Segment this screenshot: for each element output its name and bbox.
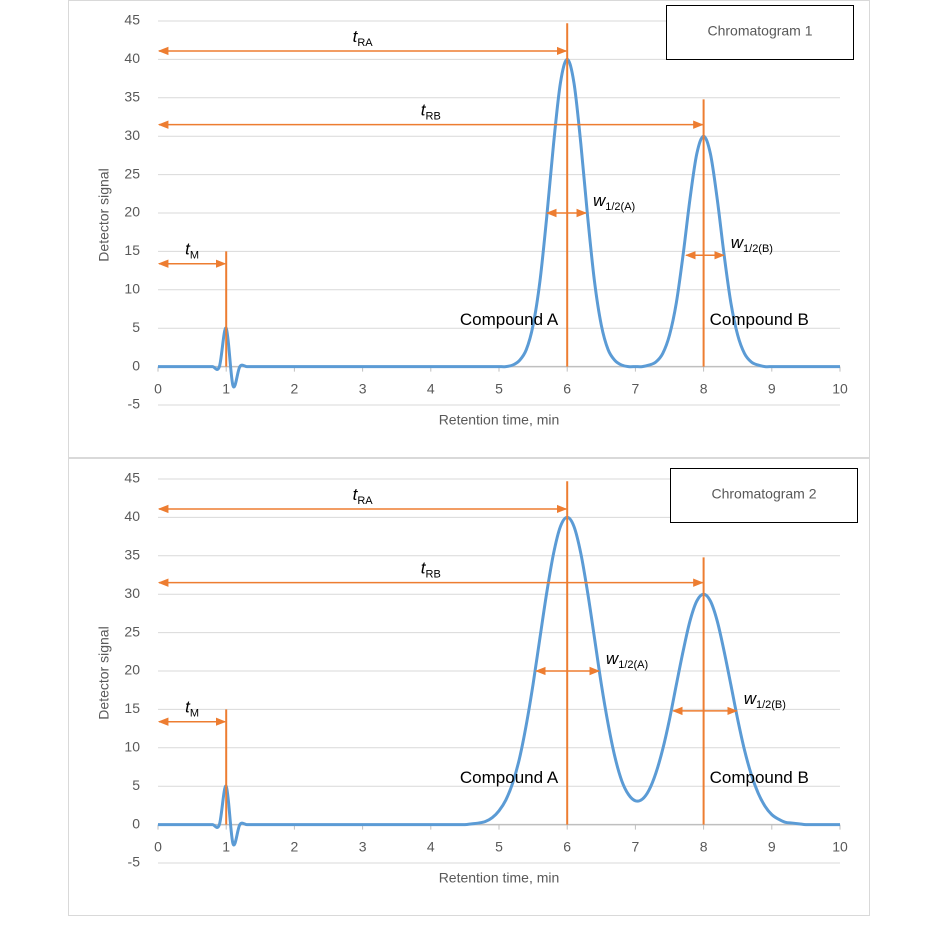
annotation-symbol: w xyxy=(731,234,745,253)
annotation-subscript: 1/2(B) xyxy=(743,243,773,255)
y-tick-label: 35 xyxy=(124,547,140,563)
x-tick-label: 7 xyxy=(632,380,640,396)
y-tick-label: -5 xyxy=(128,854,141,870)
annotation-symbol: w xyxy=(606,649,620,668)
y-tick-label: 10 xyxy=(124,739,140,755)
x-tick-label: 9 xyxy=(768,838,776,854)
x-tick-label: 4 xyxy=(427,838,435,854)
compound-label: Compound B xyxy=(710,310,809,329)
x-tick-label: 3 xyxy=(359,838,367,854)
x-tick-label: 10 xyxy=(832,838,848,854)
x-tick-label: 5 xyxy=(495,838,503,854)
y-tick-label: 20 xyxy=(124,204,140,220)
annotation-label: tRB xyxy=(421,101,441,122)
x-tick-label: 3 xyxy=(359,380,367,396)
x-tick-label: 8 xyxy=(700,838,708,854)
y-tick-label: 10 xyxy=(124,281,140,297)
annotation-label: tRB xyxy=(421,559,441,580)
y-tick-label: -5 xyxy=(128,396,141,412)
x-tick-label: 4 xyxy=(427,380,435,396)
y-tick-label: 20 xyxy=(124,662,140,678)
x-tick-label: 8 xyxy=(700,380,708,396)
annotation-symbol: w xyxy=(593,191,607,210)
x-tick-label: 9 xyxy=(768,380,776,396)
annotation-symbol: t xyxy=(353,485,359,504)
annotation-symbol: t xyxy=(421,101,427,120)
annotation-subscript: RA xyxy=(357,495,373,507)
x-tick-label: 5 xyxy=(495,380,503,396)
x-axis-title: Retention time, min xyxy=(439,870,560,886)
annotation-label: w1/2(B) xyxy=(744,689,786,710)
chart-title: Chromatogram 2 xyxy=(711,486,816,502)
annotation-label: tRA xyxy=(353,485,374,506)
annotation-symbol: t xyxy=(185,240,191,259)
chart-panel xyxy=(68,0,870,458)
y-tick-label: 30 xyxy=(124,127,140,143)
y-tick-label: 35 xyxy=(124,89,140,105)
annotation-symbol: t xyxy=(353,27,359,46)
y-tick-label: 0 xyxy=(132,357,140,373)
annotation-label: tM xyxy=(185,698,199,719)
annotation-label: w1/2(A) xyxy=(606,649,648,670)
y-tick-label: 45 xyxy=(124,12,140,28)
y-axis-title: Detector signal xyxy=(96,168,112,261)
annotation-label: tM xyxy=(185,240,199,261)
compound-label: Compound B xyxy=(710,768,809,787)
chart-title: Chromatogram 1 xyxy=(707,23,812,39)
title-box xyxy=(666,5,854,60)
x-tick-label: 0 xyxy=(154,838,162,854)
x-tick-label: 2 xyxy=(291,380,299,396)
y-tick-label: 5 xyxy=(132,777,140,793)
x-tick-label: 1 xyxy=(222,380,230,396)
annotation-label: w1/2(A) xyxy=(593,191,635,212)
y-tick-label: 30 xyxy=(124,585,140,601)
annotation-subscript: 1/2(B) xyxy=(756,699,786,711)
x-tick-label: 6 xyxy=(563,838,571,854)
y-tick-label: 15 xyxy=(124,242,140,258)
x-tick-label: 1 xyxy=(222,838,230,854)
y-tick-label: 15 xyxy=(124,700,140,716)
annotation-subscript: RB xyxy=(426,569,441,581)
annotation-symbol: w xyxy=(744,689,758,708)
x-tick-label: 7 xyxy=(632,838,640,854)
y-tick-label: 25 xyxy=(124,623,140,639)
annotation-subscript: 1/2(A) xyxy=(618,659,648,671)
annotation-symbol: t xyxy=(421,559,427,578)
annotation-subscript: M xyxy=(190,250,199,262)
x-tick-label: 2 xyxy=(291,838,299,854)
x-tick-label: 10 xyxy=(832,380,848,396)
y-tick-label: 5 xyxy=(132,319,140,335)
signal-line xyxy=(158,57,840,389)
annotation-subscript: RB xyxy=(426,111,441,123)
annotation-subscript: M xyxy=(190,708,199,720)
annotation-label: w1/2(B) xyxy=(731,234,773,255)
x-tick-label: 6 xyxy=(563,380,571,396)
y-tick-label: 0 xyxy=(132,815,140,831)
y-tick-label: 25 xyxy=(124,165,140,181)
x-tick-label: 0 xyxy=(154,380,162,396)
annotation-label: tRA xyxy=(353,27,374,48)
annotation-subscript: 1/2(A) xyxy=(605,201,635,213)
y-axis-title: Detector signal xyxy=(96,626,112,719)
signal-line xyxy=(157,515,840,847)
y-tick-label: 40 xyxy=(124,50,140,66)
y-tick-label: 45 xyxy=(124,470,140,486)
compound-label: Compound A xyxy=(460,768,559,787)
annotation-subscript: RA xyxy=(357,37,373,49)
title-box xyxy=(670,468,858,523)
compound-label: Compound A xyxy=(460,310,559,329)
y-tick-label: 40 xyxy=(124,508,140,524)
annotation-symbol: t xyxy=(185,698,191,717)
chart-panel xyxy=(68,458,870,916)
x-axis-title: Retention time, min xyxy=(439,412,560,428)
